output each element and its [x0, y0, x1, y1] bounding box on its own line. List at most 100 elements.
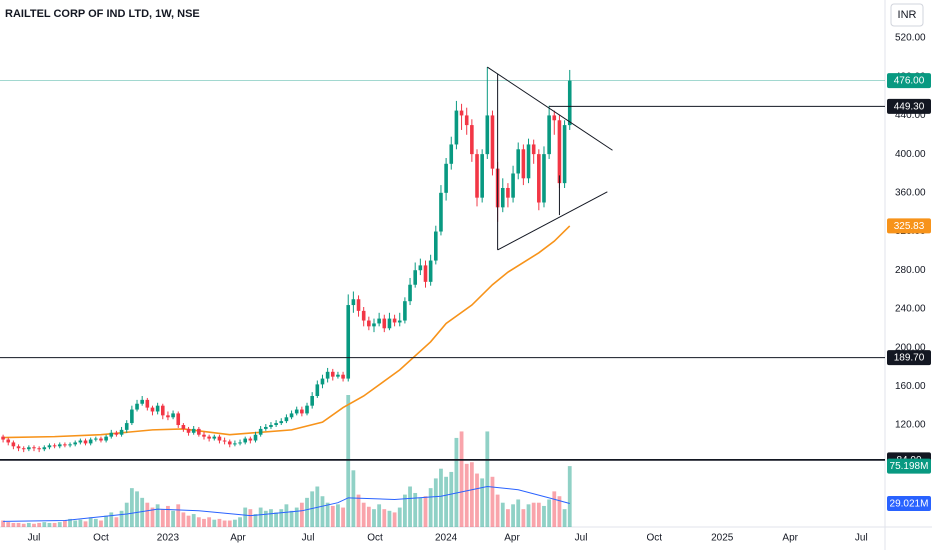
candle-body: [470, 125, 474, 155]
volume-bar: [83, 521, 88, 527]
volume-bar: [336, 504, 340, 527]
candle-body: [21, 448, 26, 450]
volume-bar: [21, 523, 26, 527]
volume-bar: [186, 515, 191, 527]
volume-bar: [63, 520, 67, 527]
candle-body: [191, 428, 196, 433]
volume-bar: [459, 431, 464, 527]
candle-body: [253, 434, 258, 441]
candle-body: [104, 436, 108, 441]
price-label-box: [887, 98, 931, 114]
candle-body: [212, 436, 217, 439]
volume-bar: [176, 504, 181, 527]
currency-label[interactable]: INR: [898, 9, 917, 21]
x-tick-label: Jul: [302, 533, 315, 544]
candle-body: [258, 428, 263, 435]
candle-body: [197, 428, 201, 435]
candle-body: [78, 440, 83, 443]
volume-bar: [557, 496, 562, 527]
candle-body: [346, 305, 351, 379]
price-label-box: [887, 218, 931, 234]
volume-bar: [207, 517, 212, 527]
volume-bar: [372, 509, 376, 527]
candle-body: [336, 374, 340, 377]
candle-body: [408, 284, 412, 302]
volume-bar: [294, 507, 299, 527]
volume-bar: [516, 499, 521, 527]
candle-body: [6, 439, 11, 443]
volume-bar: [289, 510, 294, 527]
volume-bar: [464, 463, 469, 527]
volume-bar: [196, 517, 201, 527]
candle-body: [485, 115, 490, 155]
volume-bar: [212, 519, 217, 527]
x-tick-label: Apr: [504, 533, 520, 544]
x-tick-label: 2024: [435, 533, 458, 544]
candle-body: [11, 442, 16, 447]
volume-bar: [449, 471, 454, 527]
y-tick-label: 440.00: [895, 110, 926, 121]
volume_ma-line: [3, 486, 570, 522]
candle-body: [47, 445, 52, 448]
x-tick-label: Oct: [646, 533, 662, 544]
candle-body: [397, 320, 402, 323]
volume-bar: [145, 502, 150, 527]
volume-bar: [346, 395, 351, 527]
candle-body: [37, 448, 41, 450]
candle-body: [310, 395, 314, 406]
candle-body: [57, 444, 62, 447]
volume-bar: [511, 504, 515, 527]
candle-body: [171, 413, 175, 418]
volume-bar: [299, 502, 304, 527]
candle-body: [562, 125, 567, 184]
volume-bar: [181, 512, 186, 527]
volume-bar: [531, 502, 536, 527]
volume-bar: [552, 491, 557, 527]
candle-body: [526, 144, 531, 179]
x-tick-label: Apr: [230, 533, 246, 544]
candle-body: [186, 428, 191, 433]
candle-body: [542, 154, 546, 203]
volume-bar: [160, 509, 165, 527]
volume-bar: [253, 514, 258, 527]
volume-bar: [140, 497, 145, 527]
volume-bar: [68, 518, 72, 527]
candle-body: [341, 374, 345, 379]
volume-bar: [387, 510, 392, 527]
volume-bar: [315, 486, 320, 527]
candle-body: [305, 405, 309, 414]
candle-body: [413, 270, 417, 285]
candle-body: [500, 187, 505, 208]
volume-bar: [428, 488, 433, 527]
candle-body: [325, 371, 330, 379]
y-tick-label: 120.00: [895, 420, 926, 431]
volume-bar: [423, 496, 428, 527]
volume-bar: [506, 509, 510, 527]
volume-bar: [341, 507, 345, 527]
candle-body: [99, 438, 103, 441]
volume-bar: [480, 478, 485, 527]
candle-body: [88, 439, 93, 444]
candle-body: [294, 409, 299, 414]
candle-body: [274, 423, 278, 426]
candle-body: [567, 80, 572, 126]
candle-body: [207, 436, 211, 439]
candle-body: [269, 425, 273, 427]
price-label: 29.021M: [890, 499, 929, 510]
volume-bar: [109, 512, 114, 527]
candle-body: [166, 415, 170, 418]
candle-body: [367, 320, 371, 327]
candle-body: [222, 440, 227, 442]
volume-bar: [439, 468, 443, 527]
volume-bar: [284, 504, 289, 527]
price-label-box: [887, 495, 931, 511]
x-tick-label: Apr: [782, 533, 798, 544]
y-tick-label: 520.00: [895, 33, 926, 44]
price-label: 189.70: [894, 353, 925, 364]
price-label: 476.00: [894, 76, 925, 87]
volume-bar: [135, 491, 139, 527]
candle-body: [547, 115, 551, 155]
candle-body: [372, 323, 376, 327]
currency-button[interactable]: [890, 3, 924, 27]
